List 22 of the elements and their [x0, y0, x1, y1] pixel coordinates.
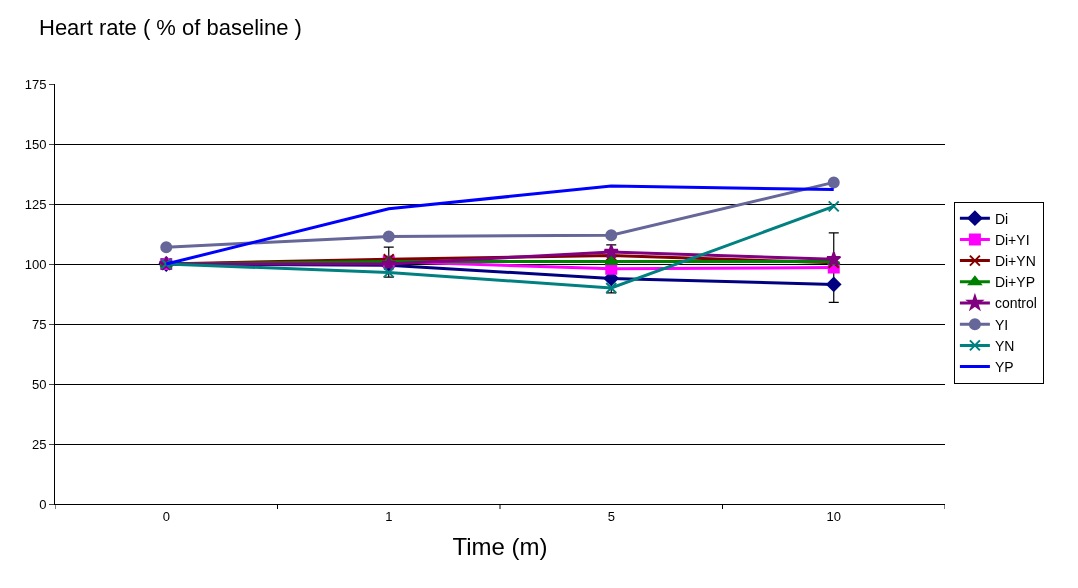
legend-label: YN [994, 337, 1015, 354]
x-axis-title: Time (m) [452, 532, 548, 560]
y-tick-label: 50 [31, 376, 47, 392]
legend-label: YI [994, 316, 1009, 333]
y-tick-label: 125 [24, 196, 47, 212]
y-tick-label: 100 [24, 256, 47, 272]
y-tick-label: 75 [31, 316, 47, 332]
legend-label: Di [994, 210, 1009, 227]
x-tick-label: 5 [607, 508, 615, 524]
x-tick-label: 1 [385, 508, 393, 524]
y-tick-label: 175 [24, 76, 47, 92]
legend-label: Di+YN [994, 253, 1036, 270]
legend-label: Di+YP [994, 274, 1035, 291]
legend-label: YP [994, 359, 1014, 376]
x-tick-label: 0 [162, 508, 170, 524]
legend-label: Di+YI [994, 231, 1030, 248]
y-tick-label: 0 [39, 496, 47, 512]
y-tick-label: 25 [31, 436, 47, 452]
y-tick-label: 150 [24, 136, 47, 152]
x-tick-label: 10 [826, 508, 841, 524]
y-axis-title: Heart rate ( % of baseline ) [39, 15, 302, 40]
legend-label: control [994, 295, 1037, 312]
